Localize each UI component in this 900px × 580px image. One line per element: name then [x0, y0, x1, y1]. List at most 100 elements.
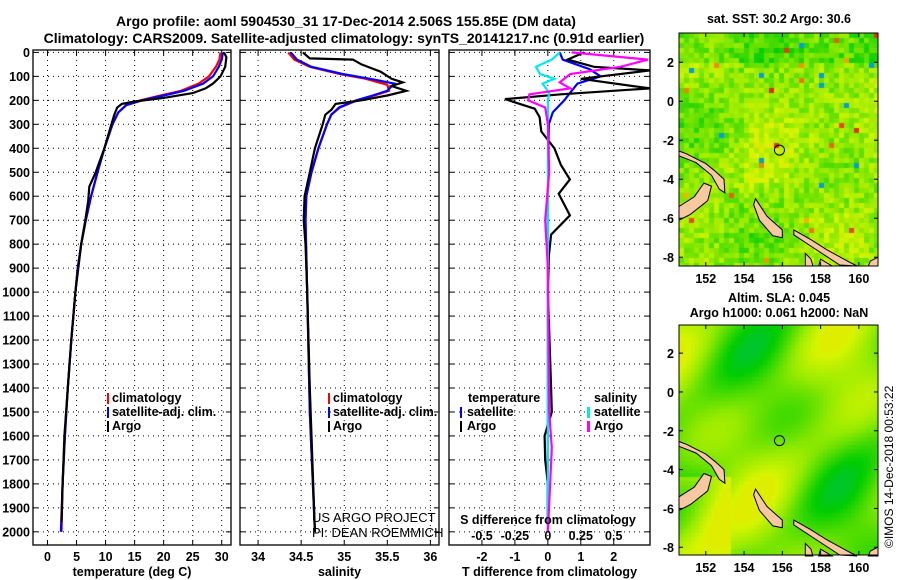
- lat-tick-label: -2: [663, 134, 674, 148]
- land-mass: [818, 548, 834, 557]
- y-tick-label: 1900: [2, 501, 30, 515]
- sla-map-subtitle: Argo h1000: 0.061 h2000: NaN: [690, 306, 869, 320]
- legend-label: satellite: [594, 405, 641, 419]
- lon-tick-label: 156: [772, 272, 793, 286]
- legend-swatch: [460, 407, 462, 418]
- x-tick-label: -1: [509, 550, 520, 564]
- lat-tick-label: -2: [663, 425, 674, 439]
- legend-swatch: [107, 407, 109, 418]
- lat-tick-label: -6: [663, 212, 674, 226]
- lon-tick-label: 154: [734, 272, 755, 286]
- series-s-argo: [526, 51, 649, 532]
- land-mass: [804, 252, 814, 267]
- lon-tick-label: 158: [810, 561, 831, 575]
- legend-title-salinity: salinity: [594, 391, 637, 405]
- legend-swatch: [328, 421, 330, 432]
- legend-swatch: [328, 407, 330, 418]
- y-tick-label: 1100: [3, 310, 30, 324]
- x2-tick-label: 0.25: [569, 529, 593, 543]
- x-axis-label: T difference from climatology: [462, 565, 637, 579]
- lat-tick-label: 2: [667, 56, 674, 70]
- lon-tick-label: 158: [810, 272, 831, 286]
- lon-tick-label: 160: [848, 272, 869, 286]
- land-mass: [793, 229, 858, 267]
- lon-tick-label: 152: [695, 561, 716, 575]
- x-tick-label: 25: [186, 550, 200, 564]
- legend-label: Argo: [112, 419, 142, 433]
- legend-swatch: [107, 421, 109, 432]
- y-tick-label: 1300: [2, 358, 30, 372]
- salinity-panel: 34 34.5 35 35.5 36 salinity climatologysatelli…: [239, 49, 440, 579]
- y-tick-label: 1700: [2, 453, 30, 467]
- x-tick-label: 35: [337, 550, 351, 564]
- series-climatology: [287, 51, 391, 532]
- legend-label: climatology: [333, 391, 403, 405]
- legend-label: Argo: [333, 419, 363, 433]
- title-line-1: Argo profile: aoml 5904530_31 17-Dec-201…: [116, 13, 576, 29]
- lat-tick-label: 0: [667, 95, 674, 109]
- y-tick-label: 1400: [2, 381, 30, 395]
- map-frame: [678, 32, 879, 267]
- land-mass: [867, 256, 879, 267]
- y-tick-label: 1000: [2, 286, 30, 300]
- title-line-2: Climatology: CARS2009. Satellite-adjuste…: [44, 30, 645, 46]
- x-tick-label: 20: [157, 550, 171, 564]
- x2-tick-label: -0.25: [501, 529, 530, 543]
- series-t-argo: [504, 51, 651, 523]
- map-frame: [678, 324, 879, 556]
- y-tick-label: 700: [9, 214, 30, 228]
- float-location-marker: [773, 144, 785, 156]
- land-mass: [793, 519, 858, 557]
- sla-map: 152 154 156 158 160 2 0 -2 -4 -6 -8: [663, 324, 879, 575]
- plot-frame: [32, 49, 232, 546]
- legend-swatch: [460, 421, 462, 432]
- x-tick-label: 35.5: [375, 550, 399, 564]
- x2-tick-label: -0.5: [471, 529, 493, 543]
- legend-label: satellite-adj. clim.: [112, 405, 216, 419]
- timestamp: ©IMOS 14-Dec-2018 00:53:22: [882, 385, 896, 548]
- land-mass: [753, 197, 783, 239]
- series-climatology: [60, 52, 222, 532]
- plot-frame: [448, 49, 651, 546]
- y-tick-label: 0: [23, 46, 30, 60]
- x2-axis-label: S difference from climatology: [460, 513, 636, 527]
- lat-tick-label: -6: [663, 502, 674, 516]
- x-tick-label: 0: [44, 550, 51, 564]
- lon-tick-label: 156: [772, 561, 793, 575]
- x-tick-label: 36: [423, 550, 437, 564]
- x2-tick-label: 0: [544, 529, 551, 543]
- legend-swatch: [107, 393, 109, 404]
- legend-label: Argo: [467, 419, 497, 433]
- temperature-panel: 0 5 10 15 20 25 30 temperature (deg C) climatolo…: [32, 49, 232, 579]
- y-tick-label: 300: [9, 118, 30, 132]
- lon-tick-label: 160: [848, 561, 869, 575]
- series-satellite-adj-clim-: [289, 51, 397, 532]
- x-tick-label: -2: [476, 550, 487, 564]
- lat-tick-label: -4: [663, 464, 674, 478]
- credit-line-1: US ARGO PROJECT: [312, 510, 436, 525]
- lat-tick-label: -8: [663, 251, 674, 265]
- land-mass: [678, 150, 726, 194]
- land-mass: [867, 546, 879, 557]
- legend-label: satellite: [467, 405, 514, 419]
- x-tick-label: 5: [73, 550, 80, 564]
- land-mass: [753, 487, 783, 529]
- y-tick-label: 1200: [2, 334, 30, 348]
- difference-panel: -2 -1 0 1 2T difference from climatology temp…: [448, 49, 651, 579]
- legend-swatch: [328, 393, 330, 404]
- land-mass: [804, 542, 814, 557]
- lat-tick-label: 0: [667, 386, 674, 400]
- land-mass: [678, 440, 726, 485]
- series-argo: [302, 51, 411, 532]
- lat-tick-label: 2: [667, 347, 674, 361]
- x-tick-label: 34: [251, 550, 265, 564]
- x-axis-label: temperature (deg C): [73, 565, 192, 579]
- sst-map: 152 154 156 158 160 2 0 -2 -4 -6 -8: [663, 32, 879, 286]
- x2-tick-label: 0.5: [605, 529, 622, 543]
- lat-tick-label: -4: [663, 173, 674, 187]
- y-tick-label: 900: [9, 262, 30, 276]
- credit-line-2: PI: DEAN ROEMMICH: [312, 525, 443, 540]
- plot-frame: [239, 49, 440, 546]
